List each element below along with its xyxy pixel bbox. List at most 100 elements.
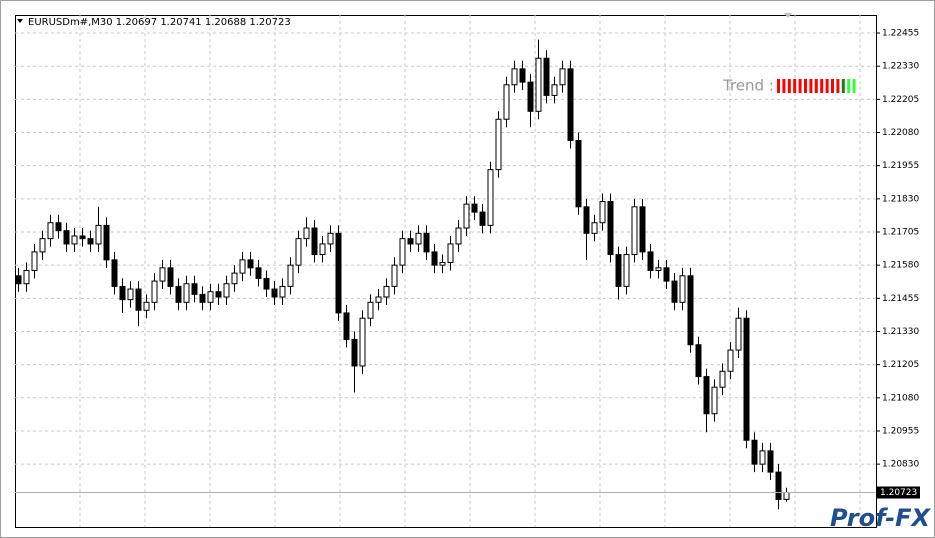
candle-body (247, 259, 254, 269)
candle-body (279, 285, 286, 298)
candle-body (751, 439, 758, 465)
trend-bar (793, 79, 797, 93)
candle-body (71, 235, 78, 245)
trend-bar (831, 79, 834, 93)
candle-body (175, 285, 182, 303)
y-tick-label: 1.21705 (882, 228, 919, 238)
candle-body (351, 338, 358, 367)
trend-bar (777, 79, 780, 93)
candle-body (135, 288, 142, 311)
y-tick-label: 1.21955 (882, 161, 919, 171)
candle-body (759, 450, 766, 465)
candle-body (159, 267, 166, 282)
trend-bar (825, 79, 829, 93)
trend-bar (787, 79, 791, 93)
candle-body (551, 84, 558, 96)
candle-body (631, 206, 638, 256)
y-tick-label: 1.21455 (882, 294, 919, 304)
candle-body (15, 275, 22, 285)
candle-body (671, 280, 678, 303)
candle-body (495, 118, 502, 171)
shift-marker (784, 13, 792, 18)
candle-body (367, 301, 374, 319)
candle-body (447, 243, 454, 264)
candle-body (615, 254, 622, 287)
trend-bar (836, 79, 840, 93)
candle-body (31, 251, 38, 271)
candle-body (735, 317, 742, 351)
candle-body (783, 492, 790, 500)
candle-body (23, 269, 30, 285)
candle-body (79, 235, 86, 240)
candle-body (607, 200, 614, 256)
watermark: Prof-FX (830, 504, 932, 532)
candle-body (343, 312, 350, 340)
candle-body (231, 272, 238, 285)
trend-bar (841, 79, 845, 93)
y-tick-label: 1.21830 (882, 194, 919, 204)
candle-body (647, 251, 654, 271)
trend-bar (847, 79, 851, 93)
candle-body (63, 230, 70, 245)
candle-body (559, 68, 566, 86)
candle-body (695, 344, 702, 378)
candle-body (767, 450, 774, 473)
candle-body (295, 238, 302, 266)
candle-body (119, 285, 126, 301)
y-tick-label: 1.20955 (882, 426, 919, 436)
candle-body (639, 206, 646, 253)
price-box (877, 486, 920, 499)
candle-body (623, 254, 630, 287)
candle-body (87, 238, 94, 245)
candle-body (207, 291, 214, 303)
candle-body (727, 349, 734, 372)
candle-body (535, 57, 542, 112)
trend-bar (814, 79, 818, 93)
menu-arrow[interactable] (17, 19, 23, 23)
candle-body (271, 288, 278, 298)
candle-body (167, 267, 174, 287)
candle-body (223, 283, 230, 298)
candle-body (287, 264, 294, 287)
candle-body (471, 203, 478, 213)
chart-title: EURUSDm#,M30 1.20697 1.20741 1.20688 1.2… (28, 17, 291, 28)
candle-body (599, 200, 606, 224)
trend-bar (782, 79, 786, 93)
candle-body (383, 285, 390, 298)
candle-body (303, 227, 310, 240)
candle-body (319, 243, 326, 256)
trend-bar (798, 79, 802, 93)
candle-body (511, 68, 518, 86)
candle-body (519, 68, 526, 83)
candle-body (711, 386, 718, 415)
candle-body (663, 267, 670, 282)
candle-body (143, 301, 150, 311)
candle-body (407, 238, 414, 245)
candle-body (775, 471, 782, 500)
candle-body (335, 232, 342, 314)
candle-body (431, 251, 438, 266)
candle-body (679, 275, 686, 303)
trend-bar (852, 79, 856, 93)
y-tick-label: 1.22455 (882, 29, 919, 39)
candle-body (583, 206, 590, 234)
candle-body (95, 224, 102, 245)
candle-body (127, 288, 134, 301)
candle-body (423, 232, 430, 253)
y-tick-label: 1.22330 (882, 62, 919, 72)
y-tick-label: 1.21080 (882, 393, 919, 403)
y-tick-label: 1.21330 (882, 327, 919, 337)
candle-body (359, 317, 366, 367)
candle-body (655, 267, 662, 271)
candle-body (487, 169, 494, 226)
candles (15, 39, 790, 510)
candle-body (503, 84, 510, 120)
candle-body (455, 227, 462, 245)
candle-body (103, 224, 110, 261)
candle-body (743, 317, 750, 441)
candle-body (151, 280, 158, 303)
candle-body (415, 232, 422, 245)
candle-body (687, 275, 694, 346)
candle-body (111, 259, 118, 287)
